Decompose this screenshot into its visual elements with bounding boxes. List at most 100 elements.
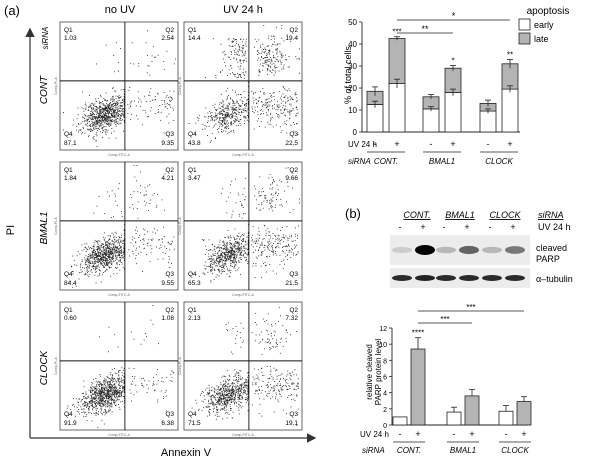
plot-y-axis-text: Comp-PI-A — [54, 357, 58, 375]
chart1-ylabel: % of total cells — [343, 45, 353, 104]
quadrant-value-q1: 3.47 — [188, 175, 201, 182]
flow-plot-frame — [59, 21, 179, 151]
quadrant-value-q2: 19.4 — [285, 35, 298, 42]
flow-dots — [188, 25, 300, 143]
chart1-uv-label: UV 24 h — [348, 140, 377, 149]
chart2-group-label: CLOCK — [501, 446, 529, 455]
tubulin-band — [459, 275, 479, 281]
plot-y-axis-text: Comp-PI-A — [178, 77, 182, 95]
chart1-uv-sign: - — [430, 139, 433, 149]
blot-lane-sign: + — [420, 222, 425, 232]
flow-plot-bmal1-uv: Q13.47 Q29.66 Q4 65.3 Q3 21.5 Comp-FITC-A Comp-… — [178, 161, 303, 297]
quadrant-value-q2: 7.32 — [285, 315, 298, 322]
blot-lane-sign: + — [464, 222, 469, 232]
chart1-bar-early — [366, 104, 384, 133]
pi-axis-label: PI — [5, 225, 17, 235]
quadrant-value-q3: 21.5 — [285, 280, 298, 287]
chart1-sirna-label: siRNA — [348, 157, 371, 166]
quadrant-name-q2: Q2 — [289, 27, 298, 34]
quadrant-value-q4: 65.3 — [188, 280, 201, 287]
chart2-bar — [446, 411, 462, 426]
blot-uv-label: UV 24 h — [538, 222, 571, 232]
chart2-bar — [464, 395, 480, 426]
quadrant-value-q1: 14.4 — [188, 35, 201, 42]
blot-lane-sign: - — [489, 222, 492, 232]
flow-plot-cont-no-uv: Q11.03 Q22.54 Q4 87.1 Q3 9.35 Comp-FITC-A Comp-… — [54, 21, 179, 157]
plot-x-axis-text: Comp-FITC-A — [108, 433, 130, 437]
row-label-clock: CLOCK — [39, 349, 50, 385]
row-label-cont: CONT — [39, 75, 50, 104]
col-header-uv: UV 24 h — [223, 4, 263, 16]
quadrant-name-q1: Q1 — [64, 27, 73, 34]
quadrant-name-q2: Q2 — [165, 27, 174, 34]
chart1-ytick-label: 40 — [348, 40, 357, 49]
chart1-bar-early — [501, 88, 519, 133]
legend-swatch-early — [518, 18, 531, 31]
plot-x-axis-text: Comp-FITC-A — [232, 293, 254, 297]
tubulin-band — [505, 275, 525, 281]
quadrant-value-q4: 43.8 — [188, 140, 201, 147]
chart1-significance: ** — [507, 50, 513, 59]
chart1-uv-sign: + — [450, 139, 455, 149]
chart2-uv-sign: - — [399, 429, 402, 439]
chart2-bar — [516, 401, 532, 426]
quadrant-name-q4: Q4 — [64, 271, 73, 278]
panel-b-label: (b) — [345, 206, 361, 221]
chart1-bar-early — [388, 83, 406, 133]
flow-dots — [191, 167, 300, 283]
chart1-comparison-text: ** — [421, 24, 429, 34]
quadrant-name-q4: Q4 — [188, 131, 197, 138]
quadrant-value-q3: 9.55 — [161, 280, 174, 287]
parp-band — [505, 246, 525, 254]
blot-lane-sign: - — [443, 222, 446, 232]
blot-group-cont: CONT. — [403, 210, 430, 220]
chart1-bar-early — [479, 110, 497, 133]
apoptosis-bar-chart: % of total cells apoptosis early late 0 1… — [343, 6, 569, 166]
parp-bar-chart: relative cleaved PARP protein level 0 2 4 6… — [360, 303, 532, 455]
chart2-uv-sign: + — [469, 429, 474, 439]
chart1-significance: * — [451, 57, 454, 66]
quadrant-value-q3: 19.1 — [285, 420, 298, 427]
plot-x-axis-text: Comp-FITC-A — [108, 293, 130, 297]
band-label-cleaved: cleaved — [536, 243, 567, 253]
quadrant-name-q2: Q2 — [289, 307, 298, 314]
flow-cytometry-grid: Q11.03Q22.54Q487.1Q39.35Comp-FITC-AComp-… — [54, 21, 303, 437]
chart2-uv-sign: - — [505, 429, 508, 439]
parp-band — [459, 245, 479, 255]
chart1-uv-sign: + — [507, 139, 512, 149]
chart1-comparison-text: * — [452, 11, 456, 21]
quadrant-name-q4: Q4 — [188, 271, 197, 278]
quadrant-value-q4: 91.9 — [64, 420, 77, 427]
chart2-comparison-text: *** — [466, 303, 475, 312]
chart2-uv-sign: - — [453, 429, 456, 439]
flow-dots — [191, 307, 299, 426]
plot-y-axis-text: Comp-PI-A — [178, 217, 182, 235]
chart2-ylabel-2: PARP protein level — [374, 339, 383, 406]
chart2-uv-sign: + — [521, 429, 526, 439]
quadrant-value-q4: 87.1 — [64, 140, 77, 147]
quadrant-name-q3: Q3 — [165, 411, 174, 418]
quadrant-name-q4: Q4 — [188, 411, 197, 418]
chart1-ytick-label: 50 — [348, 18, 357, 27]
chart2-uv-sign: + — [415, 429, 420, 439]
legend-label-early: early — [534, 20, 554, 30]
chart2-bar — [392, 416, 408, 426]
quadrant-name-q1: Q1 — [188, 27, 197, 34]
parp-band — [415, 245, 435, 255]
chart2-ytick-label: 10 — [379, 342, 387, 349]
blot-group-clock: CLOCK — [489, 210, 521, 220]
quadrant-name-q3: Q3 — [289, 271, 298, 278]
chart1-bar-early — [422, 108, 440, 133]
flow-plot-frame — [59, 301, 179, 431]
quadrant-name-q2: Q2 — [165, 167, 174, 174]
legend-swatch-late — [518, 32, 531, 45]
quadrant-value-q2: 9.66 — [285, 175, 298, 182]
chart2-group-label: BMAL1 — [450, 446, 476, 455]
western-blot: CONT. BMAL1 CLOCK siRNA UV 24 h cleaved … — [390, 210, 573, 288]
row-label-bmal1: BMAL1 — [39, 212, 50, 245]
flow-plot-clock-uv: Q12.13 Q27.32 Q4 71.5 Q3 19.1 Comp-FITC-A Comp-… — [178, 301, 303, 437]
quadrant-value-q1: 2.13 — [188, 315, 201, 322]
chart2-ytick-label: 12 — [379, 326, 387, 333]
quadrant-name-q4: Q4 — [64, 131, 73, 138]
